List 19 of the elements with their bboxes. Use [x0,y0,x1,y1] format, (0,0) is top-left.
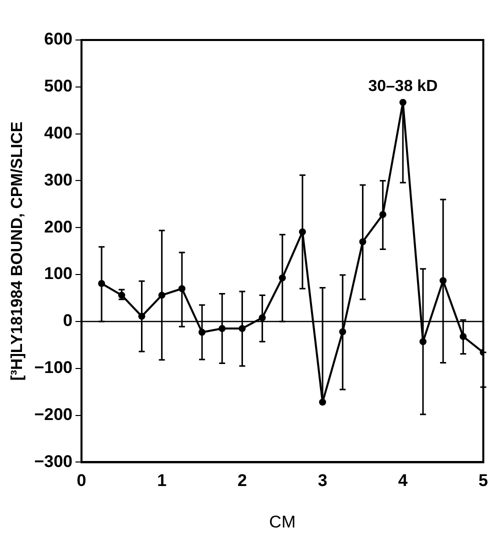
y-tick-label: 500 [44,76,72,96]
y-tick-label: 100 [44,264,72,284]
y-tick-label: 200 [44,217,72,236]
y-tick-label: −200 [34,404,72,424]
x-tick-label: 1 [157,471,167,490]
x-tick-label: 4 [398,471,408,490]
x-tick-label: 3 [318,471,328,490]
y-tick-label: −300 [34,452,72,471]
x-tick-label: 5 [478,471,488,490]
y-axis-title: [³H]LY181984 BOUND, CPM/SLICE [9,121,26,381]
annotation: 30–38 kD [368,78,438,95]
y-tick-label: 600 [44,30,72,49]
y-tick-label: 400 [44,124,72,143]
y-tick-label: −100 [34,358,72,378]
y-tick-label: 0 [63,311,72,330]
x-tick-label: 2 [237,471,247,490]
x-axis-title: CM [269,512,296,532]
y-tick-label: 300 [44,170,72,190]
x-tick-label: 0 [76,471,86,490]
